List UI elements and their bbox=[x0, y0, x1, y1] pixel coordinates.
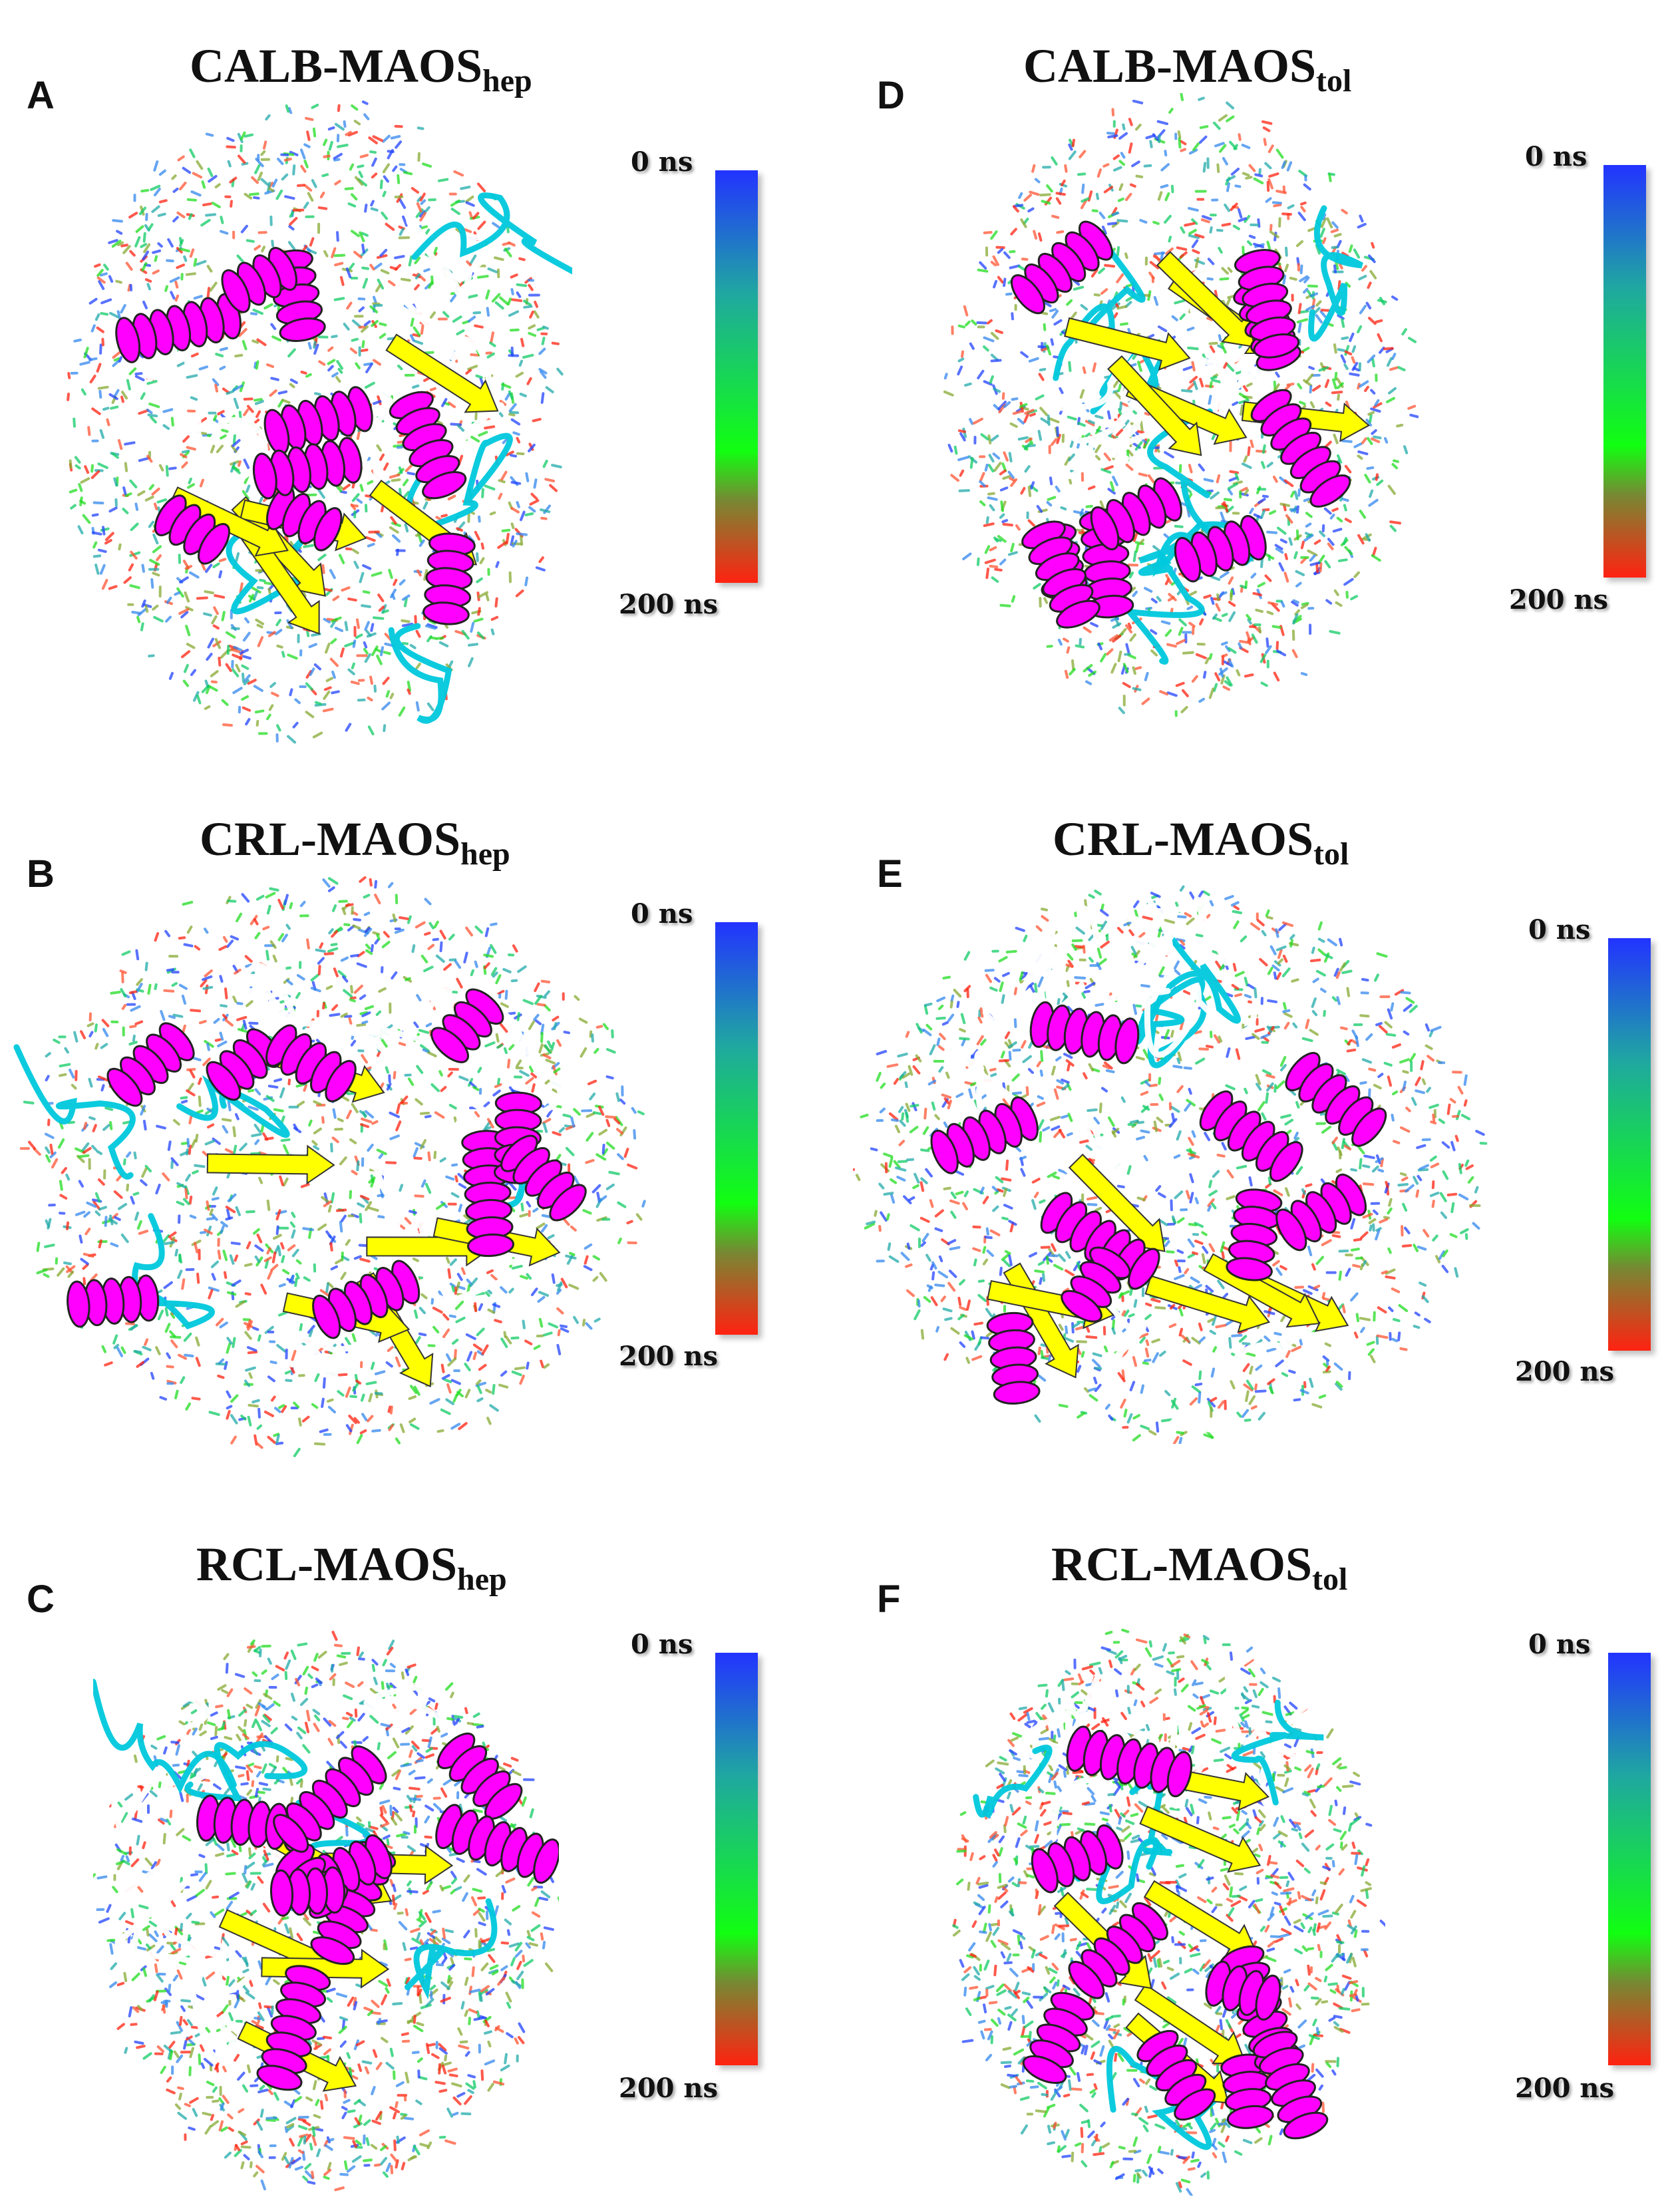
protein-structure-image bbox=[53, 93, 572, 745]
protein-structure-image bbox=[939, 93, 1419, 719]
panel-title-sub: tol bbox=[1313, 836, 1349, 872]
panel-letter: F bbox=[877, 1577, 900, 1621]
panel-e: E CRL-MAOStol 0 ns 200 ns bbox=[840, 739, 1679, 1470]
panel-title-main: RCL-MAOS bbox=[1051, 1538, 1312, 1591]
panel-title-main: CRL-MAOS bbox=[200, 812, 460, 866]
panel-title: CRL-MAOStol bbox=[1053, 812, 1349, 872]
panel-title-sub: hep bbox=[460, 836, 510, 872]
panel-title: RCL-MAOStol bbox=[1051, 1537, 1347, 1598]
protein-structure-image bbox=[93, 1623, 559, 2196]
panel-f: F RCL-MAOStol 0 ns 200 ns bbox=[840, 1477, 1679, 2209]
time-colorbar bbox=[1608, 938, 1651, 1351]
colorbar-bottom-label: 200 ns bbox=[1515, 2073, 1614, 2104]
colorbar-top-label: 0 ns bbox=[1528, 1629, 1590, 1660]
panel-letter: C bbox=[27, 1577, 55, 1621]
panel-b: B CRL-MAOShep 0 ns 200 ns bbox=[0, 739, 840, 1470]
panel-title-sub: hep bbox=[457, 1562, 507, 1597]
time-colorbar bbox=[715, 170, 758, 583]
panel-title-sub: tol bbox=[1312, 1562, 1347, 1597]
protein-structure-image bbox=[853, 878, 1492, 1444]
time-colorbar bbox=[715, 922, 758, 1335]
panel-title-main: CALB-MAOS bbox=[1023, 39, 1316, 92]
colorbar-bottom-label: 200 ns bbox=[1509, 584, 1608, 615]
panel-title-main: CALB-MAOS bbox=[190, 39, 482, 92]
colorbar-bottom-label: 200 ns bbox=[619, 589, 718, 620]
protein-structure-image bbox=[13, 872, 652, 1457]
panel-title-main: CRL-MAOS bbox=[1053, 812, 1313, 866]
panel-title: CALB-MAOShep bbox=[190, 39, 532, 99]
colorbar-top-label: 0 ns bbox=[631, 146, 693, 178]
panel-title: RCL-MAOShep bbox=[196, 1537, 507, 1598]
panel-letter: D bbox=[877, 73, 905, 118]
panel-a: A CALB-MAOShep 0 ns 200 ns bbox=[0, 0, 840, 732]
colorbar-bottom-label: 200 ns bbox=[619, 1341, 718, 1372]
panel-title: CALB-MAOStol bbox=[1023, 39, 1351, 99]
colorbar-top-label: 0 ns bbox=[1525, 141, 1587, 172]
colorbar-top-label: 0 ns bbox=[631, 898, 693, 930]
colorbar-top-label: 0 ns bbox=[631, 1629, 693, 1660]
time-colorbar bbox=[1603, 165, 1646, 578]
panel-letter: A bbox=[27, 73, 55, 118]
colorbar-bottom-label: 200 ns bbox=[1515, 1356, 1614, 1387]
panel-title: CRL-MAOShep bbox=[200, 812, 510, 872]
time-colorbar bbox=[1608, 1653, 1651, 2065]
colorbar-bottom-label: 200 ns bbox=[619, 2073, 718, 2104]
panel-d: D CALB-MAOStol 0 ns 200 ns bbox=[840, 0, 1679, 732]
protein-structure-image bbox=[946, 1623, 1385, 2196]
panel-c: C RCL-MAOShep 0 ns 200 ns bbox=[0, 1477, 840, 2209]
panel-title-main: RCL-MAOS bbox=[196, 1538, 457, 1591]
colorbar-top-label: 0 ns bbox=[1528, 914, 1590, 945]
time-colorbar bbox=[715, 1653, 758, 2065]
